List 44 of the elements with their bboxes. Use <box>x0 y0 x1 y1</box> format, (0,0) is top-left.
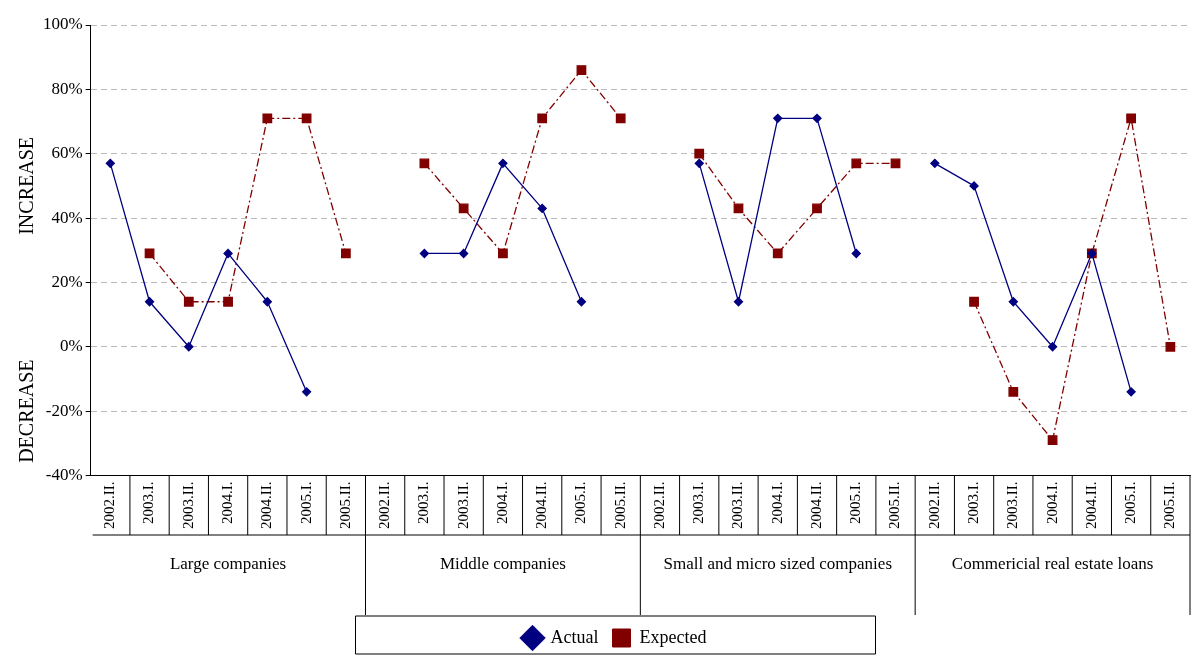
text: Large companies <box>169 554 287 574</box>
x-tick-label: 2005.I. <box>572 481 589 525</box>
x-tick-label: 2002.II. <box>650 481 667 530</box>
x-tick-label: 2002.II. <box>101 481 118 530</box>
y-tick-label: 100% <box>42 14 83 34</box>
y-tick-label: 20% <box>51 271 83 291</box>
x-tick-label: 2005.II. <box>886 481 903 530</box>
y-tick-label: 60% <box>51 143 83 163</box>
x-tick-label: 2005.I. <box>1122 481 1139 525</box>
x-tick-label: 2003.II. <box>179 481 196 530</box>
y-tick-label: 0% <box>59 336 83 356</box>
x-tick-label: 2005.II. <box>1161 481 1178 530</box>
x-tick-label: 2004.I. <box>219 481 236 525</box>
x-tick-label: 2002.II. <box>376 481 393 530</box>
legend-label: Expected <box>639 626 707 647</box>
x-tick-label: 2004.II. <box>533 481 550 530</box>
text: DECREASE <box>15 359 38 463</box>
text: INCREASE <box>15 137 38 235</box>
x-tick-label: 2005.I. <box>297 481 314 525</box>
x-tick-label: 2003.I. <box>690 481 707 525</box>
x-tick-label: 2005.II. <box>611 481 628 530</box>
x-tick-label: 2003.II. <box>1004 481 1021 530</box>
x-tick-label: 2003.I. <box>415 481 432 525</box>
x-tick-label: 2004.II. <box>1082 481 1099 530</box>
y-tick-label: -40% <box>45 464 83 484</box>
x-tick-label: 2004.I. <box>1043 481 1060 525</box>
x-tick-label: 2004.I. <box>493 481 510 525</box>
x-tick-label: 2005.II. <box>336 481 353 530</box>
x-tick-label: 2003.I. <box>965 481 981 525</box>
text: Commericial real estate loans <box>951 554 1154 574</box>
x-tick-label: 2005.I. <box>847 481 864 525</box>
x-tick-label: 2004.II. <box>807 481 824 530</box>
y-tick-label: 40% <box>51 207 83 227</box>
x-tick-label: 2004.I. <box>768 481 785 525</box>
x-tick-label: 2003.II. <box>729 481 746 530</box>
x-tick-label: 2004.II. <box>258 481 275 530</box>
y-tick-label: 80% <box>51 78 83 98</box>
x-tick-label: 2003.II. <box>454 481 471 530</box>
text: Small and micro sized companies <box>663 554 892 574</box>
x-tick-label: 2002.II. <box>925 481 942 530</box>
x-tick-label: 2003.I. <box>140 481 157 525</box>
text: Middle companies <box>439 554 566 574</box>
legend-label: Actual <box>550 626 599 647</box>
y-tick-label: -20% <box>45 400 83 420</box>
